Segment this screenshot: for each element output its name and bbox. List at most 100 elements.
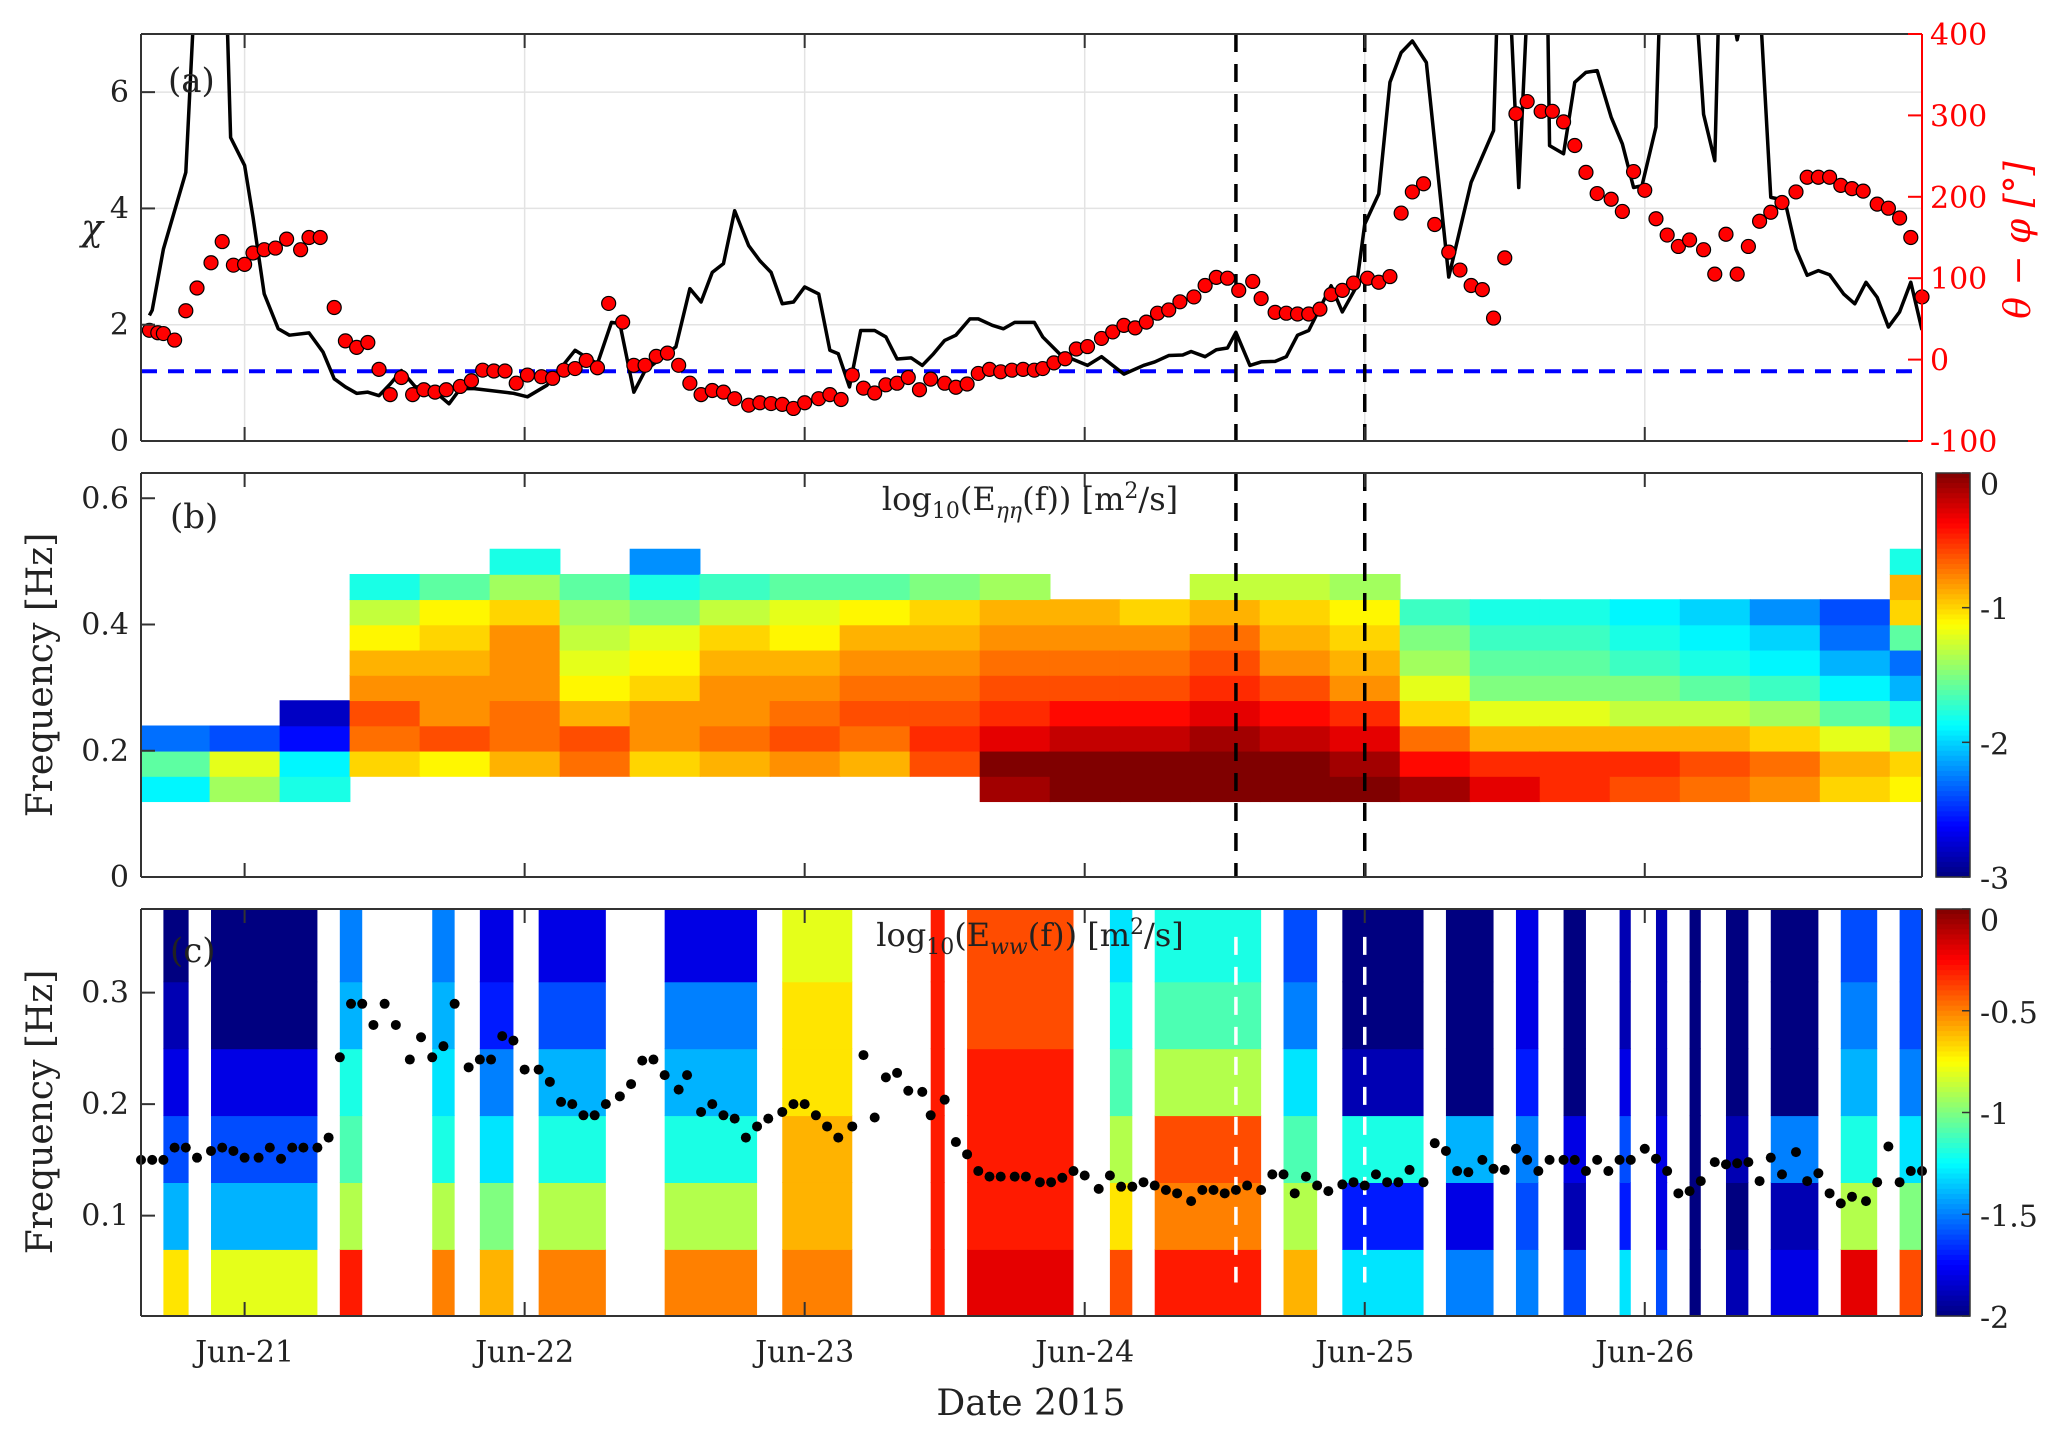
heatmap-segment-cell	[339, 1249, 363, 1316]
colorbar-cell	[1936, 634, 1970, 641]
title-part: (f)) [m	[1022, 480, 1124, 518]
peak-frequency-marker	[1348, 1177, 1359, 1188]
colorbar-cell	[1936, 1092, 1970, 1098]
peak-frequency-marker	[1860, 1196, 1871, 1207]
colorbar-cell	[1936, 1158, 1970, 1164]
heatmap-cell	[1749, 624, 1821, 651]
heatmap-segment-cell	[479, 981, 514, 1050]
heatmap-segment-cell	[479, 1182, 514, 1250]
colorbar-cell	[1936, 811, 1970, 817]
theta-phi-marker	[1427, 216, 1443, 233]
colorbar-cell	[1936, 558, 1970, 565]
peak-frequency-marker	[1267, 1169, 1278, 1180]
heatmap-cell	[1189, 675, 1261, 702]
colorbar-cell	[1936, 1183, 1970, 1190]
x-tick-label: Jun-22	[472, 1335, 574, 1370]
theta-phi-marker	[833, 391, 849, 408]
peak-frequency-marker	[287, 1142, 298, 1153]
heatmap-cell	[419, 599, 491, 626]
heatmap-cell	[1679, 649, 1751, 676]
peak-frequency-marker	[1452, 1166, 1463, 1177]
heatmap-segment-cell	[211, 1048, 318, 1117]
heatmap-cell	[141, 750, 211, 777]
heatmap-cell	[279, 750, 351, 777]
theta-phi-marker	[1474, 281, 1490, 298]
peak-frequency-marker	[1079, 1170, 1090, 1181]
heatmap-cell	[629, 574, 701, 601]
peak-frequency-marker	[1695, 1176, 1706, 1187]
heatmap-segment-cell	[1655, 909, 1668, 983]
theta-phi-marker	[1497, 250, 1513, 266]
heatmap-cell	[979, 776, 1051, 803]
heatmap-cell	[1819, 675, 1891, 702]
theta-phi-marker	[1334, 282, 1350, 299]
colorbar-cell	[1936, 841, 1970, 848]
heatmap-cell	[1119, 700, 1191, 727]
heatmap-cell	[1819, 599, 1891, 626]
peak-frequency-marker	[1020, 1171, 1031, 1182]
heatmap-cell	[349, 725, 421, 752]
peak-frequency-marker	[869, 1112, 880, 1123]
heatmap-cell	[1539, 599, 1611, 626]
heatmap-cell	[1259, 776, 1331, 803]
colorbar-cell	[1936, 720, 1970, 727]
peak-frequency-marker	[847, 1121, 858, 1132]
colorbar-cell	[1936, 1260, 1970, 1266]
x-tick-label: Jun-24	[1032, 1335, 1134, 1370]
heatmap-cell	[1189, 599, 1261, 626]
peak-frequency-marker	[404, 1054, 415, 1065]
heatmap-segment-cell	[930, 909, 945, 983]
theta-phi-marker	[682, 375, 698, 391]
colorbar-cell	[1936, 680, 1970, 686]
peak-frequency-marker	[1684, 1186, 1695, 1197]
colorbar-cell	[1936, 1295, 1970, 1302]
heatmap-cell	[1049, 599, 1121, 626]
heatmap-cell	[1399, 624, 1471, 651]
panel-b: 0 0.2 0.4 0.6 0 -1 -2 -3	[81, 468, 2009, 897]
heatmap-cell	[1819, 649, 1891, 676]
y-tick-label-right: 200	[1930, 181, 1987, 216]
peak-frequency-marker	[799, 1099, 810, 1110]
theta-phi-marker	[1519, 93, 1535, 110]
y-tick-label: 2	[110, 308, 129, 343]
colorbar-cell	[1936, 478, 1970, 484]
heatmap-cell	[699, 725, 771, 752]
theta-phi-marker	[1452, 262, 1468, 278]
colorbar-tick-label: 0	[1980, 904, 1999, 939]
theta-phi-marker	[867, 385, 883, 401]
heatmap-cell	[629, 548, 701, 575]
colorbar-cell	[1936, 1270, 1970, 1276]
theta-phi-marker	[1138, 314, 1154, 330]
y-tick-label: 0	[110, 860, 129, 895]
peak-frequency-marker	[1835, 1198, 1846, 1209]
theta-phi-marker	[659, 345, 676, 361]
heatmap-cell	[979, 700, 1051, 727]
heatmap-segment-cell	[1840, 1115, 1878, 1183]
peak-frequency-marker	[1127, 1181, 1138, 1192]
heatmap-cell	[489, 624, 561, 651]
colorbar-cell	[1936, 664, 1970, 671]
heatmap-segment-cell	[339, 1115, 363, 1183]
colorbar-cell	[1936, 604, 1970, 610]
heatmap-cell	[839, 574, 911, 601]
heatmap-cell	[1189, 725, 1261, 752]
theta-phi-marker	[438, 382, 454, 398]
heatmap-cell	[141, 776, 211, 803]
chi-line	[147, 34, 1922, 406]
colorbar-cell	[1936, 1310, 1970, 1317]
theta-phi-marker	[293, 242, 309, 258]
heatmap-segment-cell	[664, 909, 758, 983]
theta-phi-marker	[1093, 330, 1110, 347]
peak-frequency-marker	[1312, 1180, 1323, 1191]
heatmap-cell	[979, 624, 1051, 651]
colorbar-cell	[1936, 1224, 1970, 1231]
colorbar-cell	[1936, 740, 1970, 747]
peak-frequency-marker	[1172, 1188, 1183, 1199]
heatmap-segment-cell	[1770, 1182, 1819, 1250]
heatmap-segment-cell	[1445, 909, 1494, 983]
colorbar-cell	[1936, 1122, 1970, 1129]
peak-frequency-marker	[147, 1154, 158, 1165]
heatmap-cell	[559, 725, 631, 752]
peak-frequency-marker	[1440, 1145, 1451, 1156]
heatmap-segment-cell	[930, 1048, 945, 1117]
